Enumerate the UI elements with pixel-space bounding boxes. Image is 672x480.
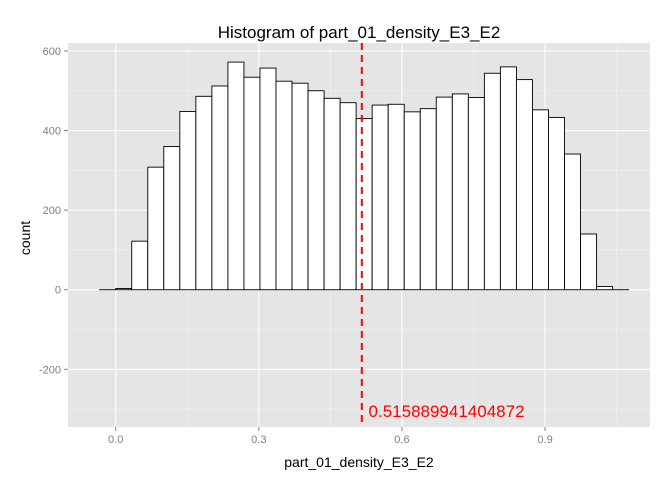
histogram-bar bbox=[227, 61, 245, 291]
histogram-bar bbox=[259, 67, 277, 291]
histogram-bar bbox=[451, 93, 469, 291]
histogram-bar bbox=[115, 288, 133, 291]
histogram-bar bbox=[499, 66, 517, 291]
histogram-bars bbox=[99, 61, 630, 291]
histogram-bar bbox=[307, 90, 325, 291]
histogram-bar bbox=[483, 72, 501, 291]
axis-ticks: 0.0 0.3 0.6 0.9 -200 0 200 400 600 bbox=[39, 46, 553, 446]
histogram-bar bbox=[435, 96, 453, 291]
histogram-bar bbox=[371, 104, 389, 291]
y-tick-label: 600 bbox=[43, 46, 61, 58]
histogram-bar bbox=[323, 97, 341, 291]
histogram-bar bbox=[515, 79, 533, 291]
y-tick-label: 400 bbox=[43, 126, 61, 138]
x-tick-label: 0.3 bbox=[251, 434, 266, 446]
histogram-bar bbox=[532, 109, 549, 291]
chart-title: Histogram of part_01_density_E3_E2 bbox=[218, 23, 501, 42]
histogram-bar bbox=[291, 82, 309, 291]
mean-value-label: 0.515889941404872 bbox=[369, 402, 525, 421]
histogram-bar bbox=[211, 85, 229, 291]
y-tick-label: 0 bbox=[55, 285, 61, 297]
histogram-bar bbox=[243, 76, 261, 291]
histogram-bar bbox=[179, 110, 197, 291]
y-axis-title: count bbox=[17, 221, 33, 255]
histogram-bar bbox=[339, 102, 357, 291]
y-tick-label: 200 bbox=[43, 205, 61, 217]
x-tick-label: 0.9 bbox=[537, 434, 552, 446]
histogram-bar bbox=[548, 116, 565, 291]
histogram-bar bbox=[163, 146, 181, 291]
histogram-bar bbox=[419, 108, 437, 291]
histogram-bar bbox=[275, 80, 293, 291]
histogram-bar bbox=[355, 118, 373, 291]
x-axis-title: part_01_density_E3_E2 bbox=[284, 454, 434, 470]
y-tick-label: -200 bbox=[39, 364, 61, 376]
histogram-bar bbox=[564, 153, 581, 291]
histogram-bar bbox=[131, 240, 149, 291]
histogram-bar bbox=[467, 97, 485, 291]
x-tick-label: 0.6 bbox=[394, 434, 409, 446]
histogram-bar bbox=[596, 286, 614, 291]
histogram-bar bbox=[147, 166, 165, 291]
histogram-bar bbox=[387, 103, 405, 291]
histogram-bar bbox=[195, 95, 213, 291]
histogram-bar bbox=[580, 233, 598, 291]
histogram-bar bbox=[403, 111, 421, 291]
x-tick-label: 0.0 bbox=[108, 434, 123, 446]
